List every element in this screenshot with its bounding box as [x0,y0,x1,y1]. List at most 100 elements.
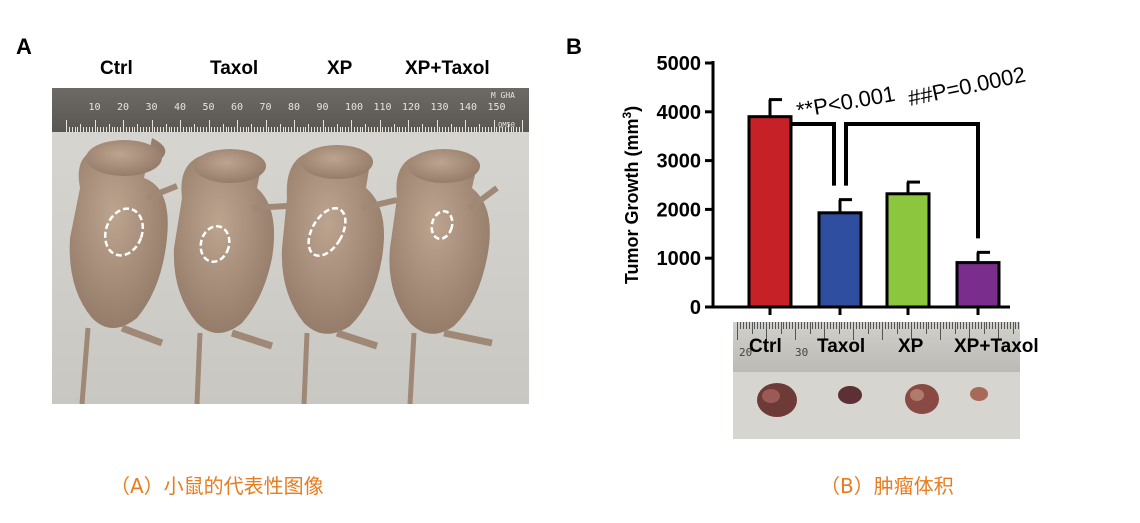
ruler-tick [239,127,241,132]
y-axis-label-text: Tumor Growth (mm [622,119,642,285]
ruler-small-tick [783,322,785,329]
ruler-small-tick [931,322,933,329]
panel-b-letter: B [566,34,582,59]
ruler-number: 90 [316,102,329,113]
ruler-tick [100,127,102,132]
ruler-tick [157,127,159,132]
ruler-tick [439,127,441,132]
ruler-tick [507,124,509,132]
tumor-samples [757,383,988,417]
ruler-small-tick [916,322,918,329]
ruler-small-tick [957,322,959,329]
mouse-group-label-xp-taxol: XP+Taxol [405,58,490,79]
ruler-tick [294,120,295,132]
ruler-small-number: 20 [739,346,753,359]
ruler-tick [83,127,85,132]
ruler-tick [142,127,144,132]
ruler-tick [228,127,230,132]
ruler-tick [274,127,276,132]
ruler-small-tick [858,322,860,329]
ruler-small-tick [919,322,921,329]
ruler-small-tick [789,322,791,329]
ruler-tick [219,127,221,132]
ruler-tick [405,127,407,132]
ruler-number: 50 [202,102,215,113]
ruler-tick [490,127,492,132]
ruler-tick [288,127,290,132]
ruler-small-tick [974,322,976,329]
ruler-tick [399,127,401,132]
ruler-tick [522,120,523,132]
ruler-tick [473,127,475,132]
chart-bars [747,98,1001,309]
ruler-small-number: 30 [795,346,809,359]
ruler-tick [430,127,432,132]
ruler-small-tick [873,322,875,329]
ruler-small-tick [835,322,837,329]
ruler-tick [333,127,335,132]
ruler-tick [97,127,99,132]
ruler-tick [308,124,310,132]
ruler-small-tick [887,322,889,329]
ruler-small-tick [786,322,788,329]
ruler-tick [359,127,361,132]
ruler-tick [445,127,447,132]
ruler-tick [353,127,355,132]
tumor-label-xp-taxol: XP+Taxol [954,336,1039,357]
ruler-tick [516,127,518,132]
ruler-small-tick [867,322,869,334]
ruler-tick [88,127,90,132]
ruler-small-tick [861,322,863,329]
ruler-small-tick [829,322,831,329]
ruler-number: 60 [231,102,244,113]
bar-ctrl [747,115,793,309]
ruler-small-tick [954,322,956,334]
ruler-tick [148,127,150,132]
ruler-tick [328,127,330,132]
ruler-tick [345,127,347,132]
ruler-tick [336,124,338,132]
ruler-small-tick [824,322,825,340]
ruler-small-tick [751,322,753,334]
ruler-tick [456,127,458,132]
y-tick-label: 0 [690,297,701,319]
ruler-small-tick [847,322,849,329]
ruler-tick [214,127,216,132]
ruler-small-tick [870,322,872,329]
ruler-small-tick [777,322,779,329]
ruler-brand-code: QM50 [498,121,515,129]
ruler-small-tick [1015,322,1017,329]
ruler-tick [185,127,187,132]
significance-bracket-taxol-xptaxol [844,122,980,239]
ruler-tick [162,127,164,132]
ruler-number: 70 [259,102,272,113]
ruler-tick [85,127,87,132]
ruler-small-tick [739,322,741,329]
ruler-small-tick [745,322,747,329]
ruler-small-tick [937,322,939,329]
ruler-small-tick [942,322,944,329]
ruler-tick [105,127,107,132]
ruler-small-tick [983,322,985,334]
ruler-tick [382,127,384,132]
ruler-small-tick [768,322,770,329]
ruler-small-tick [995,322,997,329]
ruler-tick [379,120,381,132]
ruler-tick [339,127,341,132]
ruler-tick [251,124,253,132]
ruler-small-tick [841,322,843,329]
ruler-tick [368,127,370,132]
ruler-tick [114,127,116,132]
ruler-tick [385,127,387,132]
ruler-small-tick [945,322,947,329]
ruler-small-tick [1000,322,1002,329]
ruler-tick [120,127,122,132]
ruler-small-tick [754,322,756,329]
ruler-small-tick [864,322,866,329]
ruler-tick [462,127,464,132]
mouse-ctrl [69,138,179,404]
ruler-tick [237,120,238,132]
ruler-small-tick [812,322,814,329]
ruler-tick [376,127,378,132]
ruler-tick [160,127,162,132]
